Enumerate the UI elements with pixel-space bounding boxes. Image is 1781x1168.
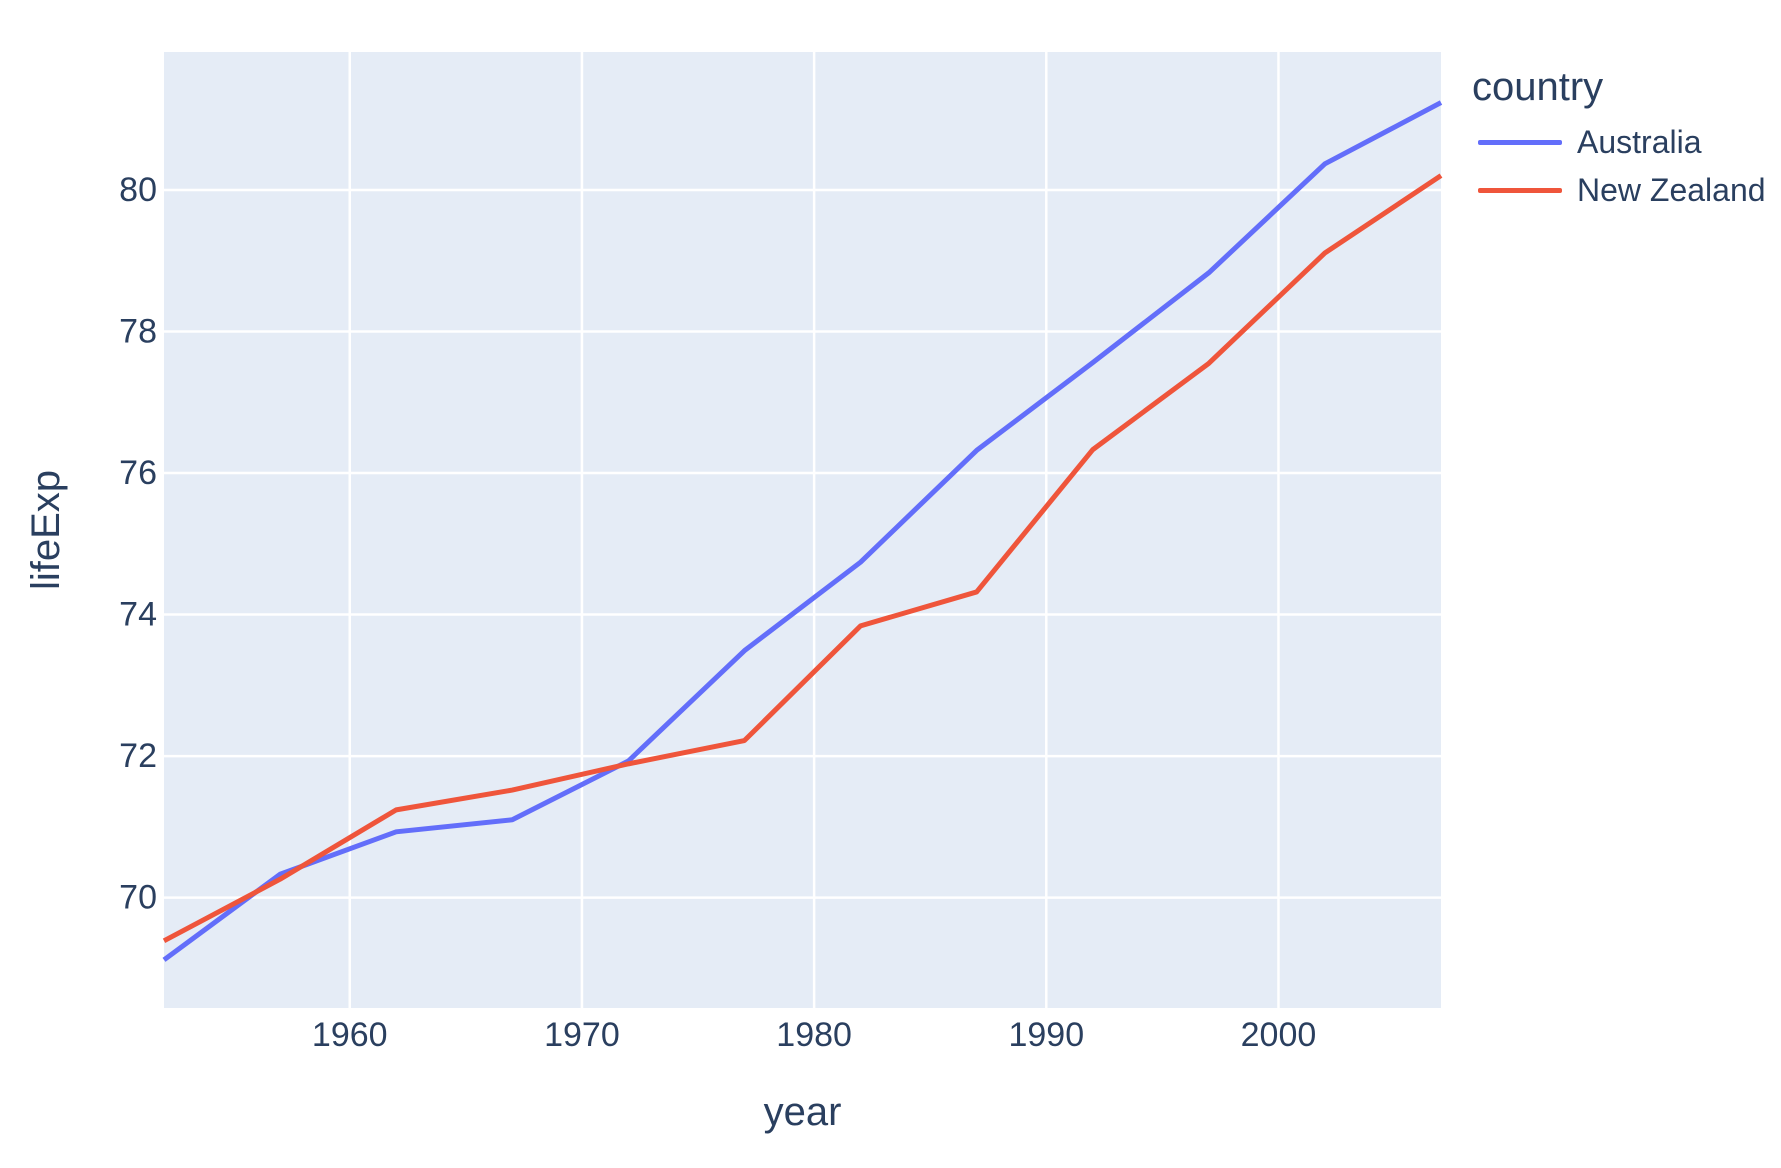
x-tick-label: 1990: [1008, 1016, 1084, 1054]
x-tick-label: 1960: [312, 1016, 388, 1054]
series-line-australia[interactable]: [162, 100, 1443, 962]
x-tick-label: 1970: [544, 1016, 620, 1054]
legend-label-new-zealand: New Zealand: [1577, 171, 1766, 208]
y-tick-label: 76: [119, 454, 157, 492]
legend-line-swatch-new-zealand: [1478, 187, 1562, 193]
y-tick-label: 80: [119, 171, 157, 209]
y-tick-label: 74: [119, 596, 157, 634]
x-axis-title: year: [763, 1090, 842, 1134]
legend-line-swatch-australia: [1478, 139, 1562, 145]
plot-background[interactable]: [164, 52, 1441, 1008]
legend-item-australia[interactable]: Australia: [1472, 118, 1766, 166]
y-tick-label: 70: [119, 879, 157, 917]
y-axis-title: lifeExp: [24, 469, 68, 591]
legend-item-new-zealand[interactable]: New Zealand: [1472, 166, 1766, 214]
y-tick-label: 72: [119, 737, 157, 775]
y-tick-label: 78: [119, 313, 157, 351]
x-tick-label: 1980: [776, 1016, 852, 1054]
series-line-new-zealand[interactable]: [162, 173, 1443, 943]
legend-label-australia: Australia: [1577, 123, 1702, 160]
x-tick-label: 2000: [1241, 1016, 1317, 1054]
legend: country Australia New Zealand: [1472, 62, 1766, 214]
legend-title: country: [1472, 65, 1604, 109]
